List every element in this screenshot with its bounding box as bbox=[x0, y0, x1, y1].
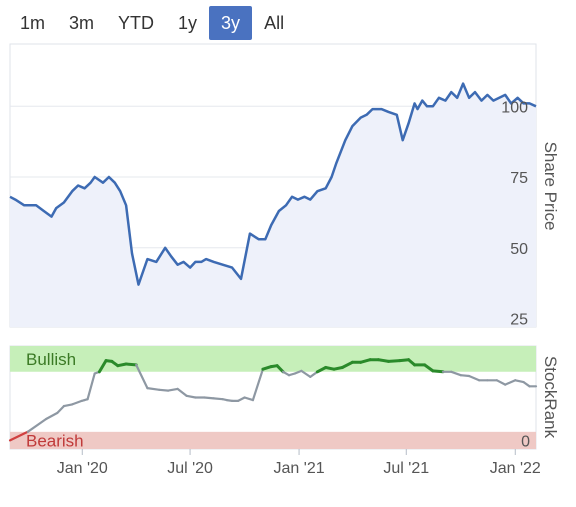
stockrank-segment bbox=[359, 358, 372, 364]
range-button-3m[interactable]: 3m bbox=[69, 13, 95, 33]
price-panel: 25 50 75 100 Share Price bbox=[9, 43, 560, 329]
price-y-tick-label: 100 bbox=[501, 99, 528, 116]
price-area bbox=[10, 83, 536, 327]
x-tick-label: Jan '21 bbox=[274, 460, 325, 477]
stockrank-segment bbox=[62, 403, 74, 408]
stockrank-axis-label: StockRank bbox=[541, 356, 560, 439]
stockrank-line bbox=[8, 358, 538, 442]
stockrank-segment bbox=[44, 411, 59, 421]
stockrank-segment bbox=[26, 417, 48, 433]
stockrank-segment bbox=[431, 369, 445, 374]
stockrank-segment bbox=[387, 359, 402, 363]
stockrank-segment bbox=[86, 372, 96, 401]
range-button-1y[interactable]: 1y bbox=[178, 13, 198, 33]
stockrank-segment bbox=[124, 362, 138, 367]
stockrank-segment bbox=[376, 358, 390, 363]
x-tick-label: Jul '21 bbox=[383, 460, 429, 477]
stockrank-segment bbox=[468, 374, 481, 382]
range-selector: 1m 3m YTD 1y 3y All bbox=[8, 6, 296, 40]
stockrank-segment bbox=[423, 363, 435, 373]
range-button-1m[interactable]: 1m bbox=[20, 13, 46, 33]
stockrank-segment bbox=[237, 396, 246, 402]
bullish-band bbox=[10, 346, 536, 372]
x-axis: Jan '20 Jul '20 Jan '21 Jul '21 Jan '22 bbox=[57, 449, 541, 477]
stockrank-segment bbox=[97, 359, 108, 374]
stockrank-segment bbox=[315, 366, 328, 374]
stockrank-y-tick-label: 0 bbox=[521, 433, 530, 450]
stockrank-segment bbox=[135, 363, 149, 390]
stockrank-segment bbox=[275, 364, 285, 374]
price-y-ticks: 25 50 75 100 bbox=[501, 99, 528, 328]
stockrank-segment bbox=[167, 387, 179, 392]
stockrank-segment bbox=[459, 374, 471, 378]
price-axis-label: Share Price bbox=[541, 142, 560, 231]
stockrank-segment bbox=[522, 381, 531, 388]
stockrank-segment bbox=[300, 369, 312, 378]
stockrank-segment bbox=[56, 405, 66, 414]
price-line bbox=[9, 82, 537, 286]
stockrank-segment bbox=[71, 399, 83, 406]
stockrank-segment bbox=[251, 368, 264, 402]
stockrank-segment bbox=[158, 388, 170, 392]
price-y-tick-label: 50 bbox=[510, 241, 528, 258]
stockrank-segment bbox=[243, 396, 254, 402]
stockrank-segment bbox=[8, 430, 29, 442]
stockrank-segment bbox=[185, 394, 197, 399]
x-tick-label: Jan '22 bbox=[490, 460, 541, 477]
x-tick-label: Jul '20 bbox=[167, 460, 213, 477]
stockrank-y-ticks: 0 bbox=[521, 433, 530, 450]
stockrank-segment bbox=[146, 387, 161, 391]
stockrank-segment bbox=[504, 379, 517, 386]
stockrank-segment bbox=[282, 370, 291, 377]
range-button-ytd[interactable]: YTD bbox=[118, 13, 155, 33]
stockrank-segment bbox=[514, 379, 525, 384]
stockrank-segment bbox=[340, 360, 354, 369]
x-tick-label: Jan '20 bbox=[57, 460, 108, 477]
stockrank-segment bbox=[495, 379, 507, 386]
bullish-label: Bullish bbox=[26, 350, 76, 369]
range-button-3y[interactable]: 3y bbox=[209, 6, 253, 40]
stockrank-segment bbox=[212, 397, 224, 401]
stockrank-segment bbox=[203, 396, 215, 400]
price-y-tick-label: 75 bbox=[510, 170, 528, 187]
bearish-band bbox=[10, 431, 536, 449]
stockrank-segment bbox=[293, 369, 303, 375]
bearish-label: Bearish bbox=[26, 431, 84, 450]
stockrank-segment bbox=[450, 370, 462, 377]
range-button-all[interactable]: All bbox=[264, 13, 285, 33]
stockrank-panel: Bullish Bearish 0 StockRank bbox=[8, 345, 560, 450]
stockrank-segment bbox=[176, 387, 188, 397]
price-y-tick-label: 25 bbox=[510, 312, 528, 329]
